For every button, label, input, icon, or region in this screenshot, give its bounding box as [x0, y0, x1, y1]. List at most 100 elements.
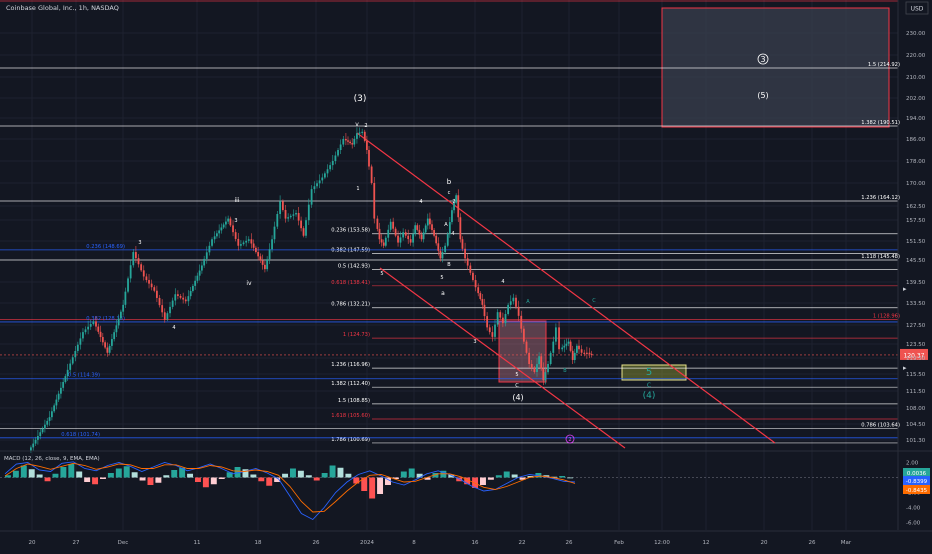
- candle: [552, 341, 555, 353]
- candle: [106, 347, 109, 353]
- macd-histogram-bar: [52, 473, 59, 478]
- correction-zone: [498, 320, 547, 383]
- candle: [108, 345, 111, 353]
- macd-histogram-bar: [234, 467, 241, 478]
- fib-level-label: 1.382 (190.51): [861, 120, 900, 126]
- last-price-badge: [900, 348, 928, 360]
- wave-label: b: [447, 178, 452, 186]
- candle: [538, 356, 540, 365]
- candle: [555, 327, 557, 342]
- macd-histogram-bar: [567, 477, 574, 479]
- y-tick-label: 220.00: [906, 53, 926, 59]
- candle: [53, 405, 56, 412]
- macd-histogram-bar: [511, 474, 518, 478]
- candle: [257, 252, 260, 257]
- candle: [378, 228, 381, 240]
- axis-marker-icon: ▸: [903, 285, 907, 293]
- macd-histogram-bar: [408, 468, 415, 478]
- candle: [407, 235, 410, 240]
- macd-histogram-bar: [44, 477, 51, 482]
- candle: [409, 239, 412, 243]
- candle: [435, 235, 438, 244]
- wave-label: 1: [356, 186, 359, 192]
- candle: [247, 239, 250, 241]
- candle: [250, 239, 253, 244]
- candle: [198, 270, 201, 276]
- candle: [585, 352, 588, 354]
- candle: [370, 166, 373, 183]
- candle: [382, 242, 385, 246]
- candle: [576, 345, 578, 353]
- candle: [373, 183, 376, 219]
- candle: [565, 343, 568, 346]
- candle: [337, 150, 339, 156]
- macd-histogram-bar: [519, 477, 526, 480]
- macd-histogram-bar: [480, 477, 486, 485]
- macd-histogram-bar: [274, 477, 281, 482]
- candle: [127, 278, 129, 292]
- candle: [583, 352, 586, 354]
- candle: [469, 265, 472, 273]
- candle: [145, 276, 148, 281]
- macd-histogram-bar: [226, 472, 233, 478]
- macd-histogram-bar: [400, 471, 407, 478]
- candle: [329, 165, 332, 170]
- candle: [287, 217, 290, 219]
- candle: [424, 225, 427, 233]
- candle: [240, 244, 242, 246]
- candle: [426, 218, 429, 226]
- candle: [95, 321, 97, 327]
- fib-level-label: 0.382 (147.59): [331, 247, 370, 253]
- fib-level-label: 1.236 (116.96): [331, 362, 370, 368]
- candle: [481, 298, 484, 305]
- candle: [132, 252, 135, 266]
- candle: [313, 186, 316, 190]
- candle: [222, 224, 225, 228]
- candle: [517, 306, 520, 316]
- candle: [571, 350, 574, 360]
- candle: [245, 240, 248, 243]
- candle: [444, 245, 447, 253]
- candle: [113, 332, 116, 340]
- candle: [588, 352, 591, 354]
- candle: [358, 132, 361, 134]
- candle: [491, 332, 494, 337]
- macd-histogram-bar: [163, 475, 170, 478]
- wave-label: A: [526, 299, 530, 305]
- candle: [392, 221, 395, 229]
- macd-histogram-bar: [385, 477, 391, 485]
- candle: [259, 256, 262, 261]
- x-tick-label: Mar: [841, 540, 852, 546]
- candle: [115, 325, 118, 333]
- fib-level-label: 0.236 (153.58): [331, 228, 370, 234]
- wave-label: iii: [234, 197, 239, 204]
- candle: [368, 150, 370, 167]
- candle: [530, 364, 533, 368]
- macd-histogram-bar: [527, 476, 534, 478]
- candle: [92, 321, 95, 325]
- candle: [466, 258, 469, 266]
- candle: [268, 249, 271, 260]
- candle: [289, 215, 292, 218]
- candle: [60, 387, 62, 394]
- candle: [282, 201, 284, 210]
- candle: [216, 233, 218, 237]
- currency-badge[interactable]: [905, 1, 929, 15]
- candle: [89, 324, 92, 327]
- candle: [203, 258, 206, 266]
- candle: [30, 447, 32, 452]
- x-tick-label: 16: [472, 540, 479, 546]
- fib-level-label: 1 (124.73): [343, 332, 370, 338]
- candle: [561, 347, 564, 350]
- candle: [453, 202, 455, 211]
- macd-histogram-bar: [464, 477, 471, 485]
- wave-c-target-box: [621, 364, 687, 381]
- candle: [431, 224, 433, 231]
- y-tick-label: 170.00: [906, 181, 926, 187]
- macd-histogram-bar: [131, 472, 138, 478]
- x-tick-label: 20: [761, 540, 768, 546]
- target-zone: [661, 7, 890, 128]
- candle: [169, 306, 171, 314]
- macd-histogram-bar: [139, 477, 146, 481]
